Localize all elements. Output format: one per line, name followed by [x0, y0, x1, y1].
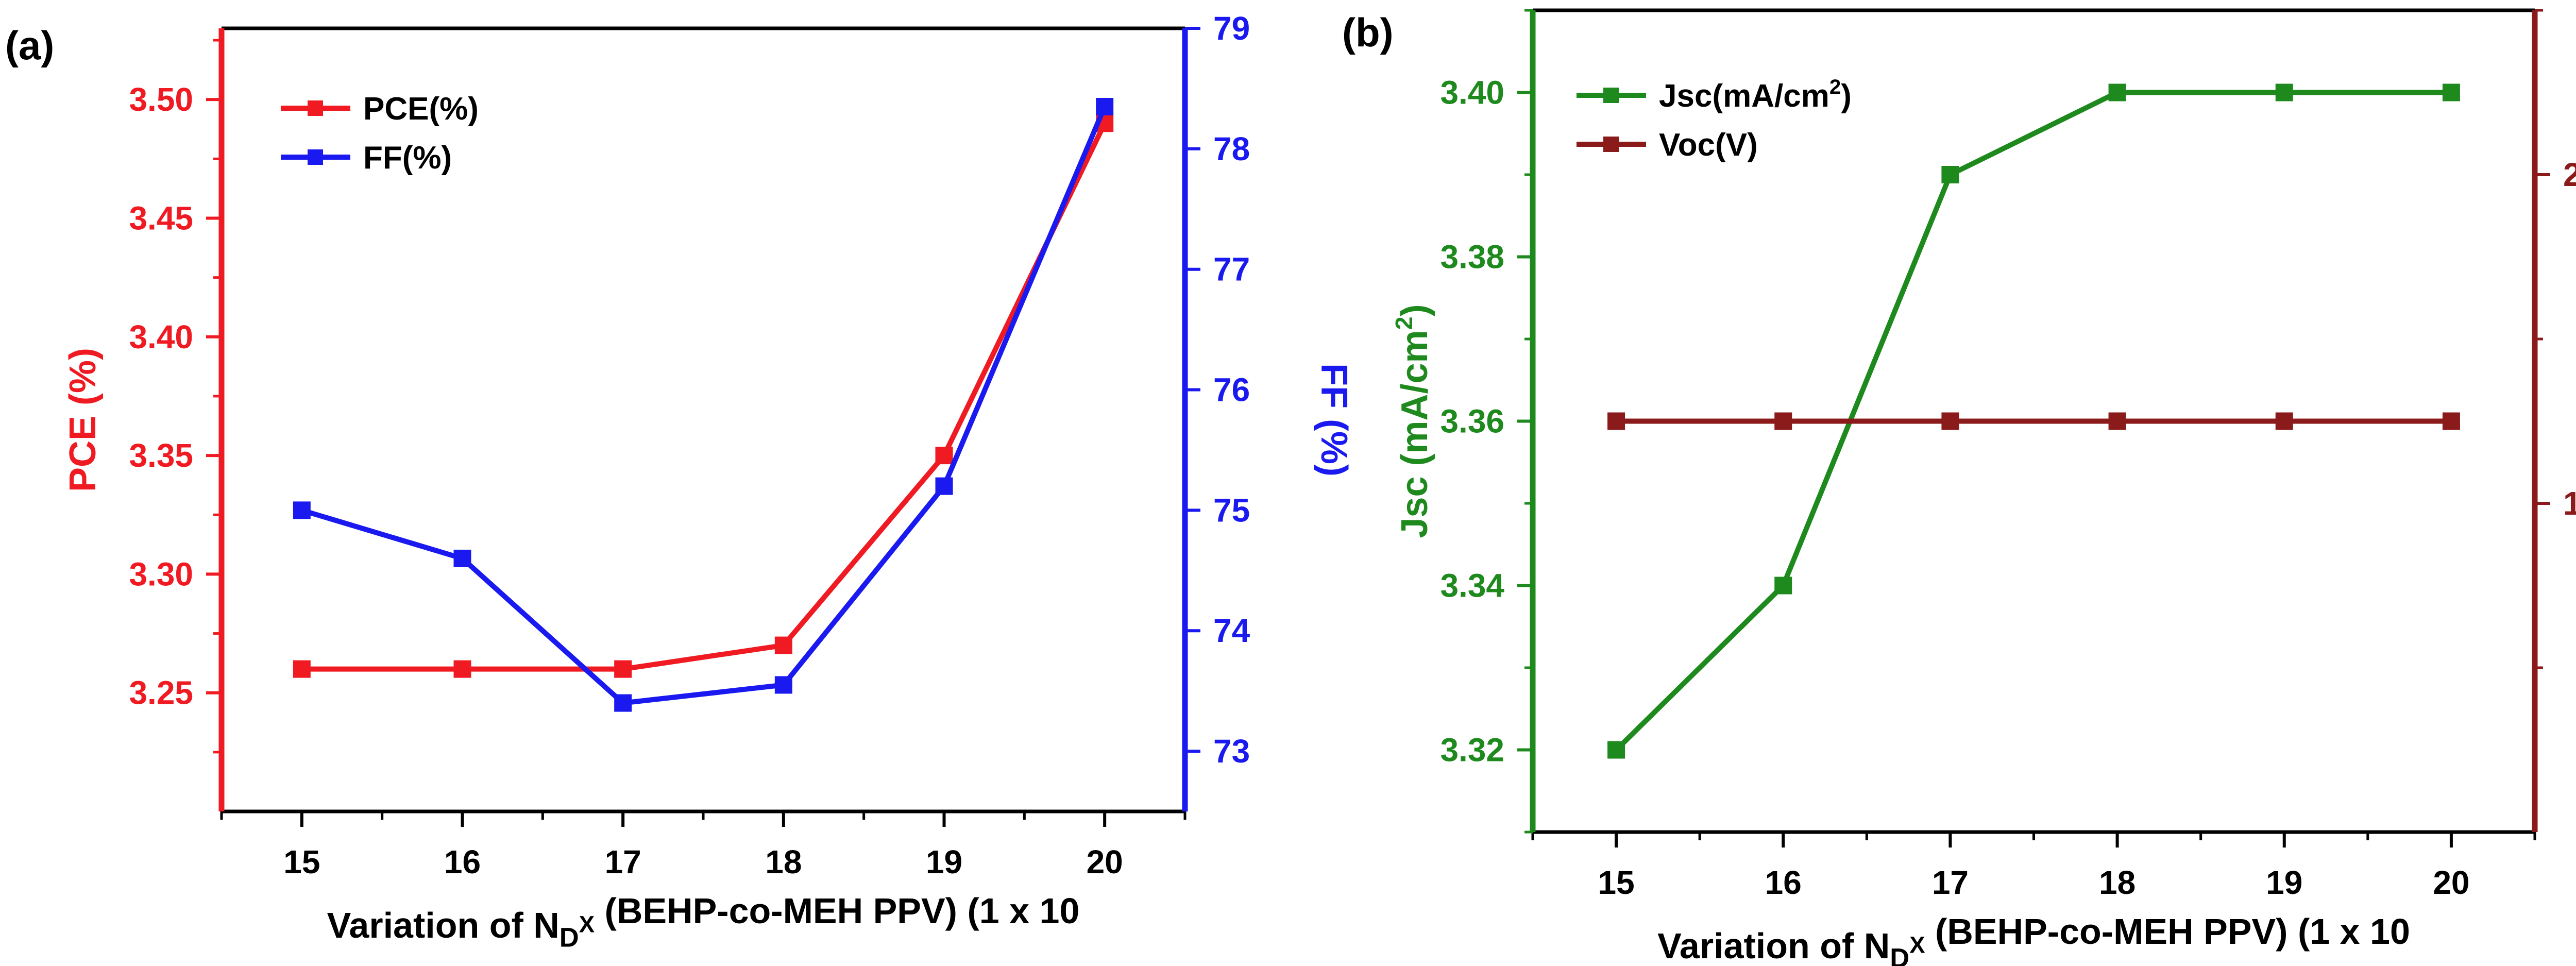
x-tick-label: 20 [2433, 864, 2469, 901]
legend-label: FF(%) [363, 140, 452, 176]
y-left-tick-label: 3.25 [129, 674, 193, 711]
y-right-tick-label: 79 [1213, 10, 1250, 47]
y-right-tick-label: 73 [1213, 733, 1250, 770]
x-tick-label: 16 [444, 843, 481, 880]
data-point [2442, 412, 2460, 430]
data-point [453, 549, 471, 567]
data-point [2108, 412, 2126, 430]
data-point [1607, 412, 1625, 430]
data-point [2442, 83, 2460, 101]
y-right-tick-label: 78 [1213, 130, 1250, 167]
data-point [1774, 412, 1792, 430]
legend-marker [308, 100, 323, 116]
chart-panel-b: (b) 15 16 17 18 19 20 Variation of NDX (BEHP-co… [1342, 8, 2576, 966]
x-tick-label: 17 [1932, 864, 1969, 901]
y-left-tick-label: 3.34 [1440, 567, 1504, 604]
x-tick-label: 16 [1765, 864, 1802, 901]
data-point [935, 447, 953, 465]
x-axis-label: Variation of NDX (BEHP-co-MEH PPV) (1 x … [1657, 911, 2410, 966]
x-tick-label: 19 [2266, 864, 2302, 901]
y-left-tick-label: 3.30 [129, 555, 193, 592]
legend-label: Voc(V) [1659, 127, 1758, 163]
legend-label: PCE(%) [363, 91, 479, 127]
x-tick-label: 15 [1598, 864, 1634, 901]
panel-label: (b) [1342, 10, 1394, 55]
series-line-0 [301, 122, 1107, 672]
data-point [2275, 83, 2293, 101]
x-tick-label: 15 [283, 843, 320, 880]
series-line-1 [301, 106, 1107, 706]
x-axis-label: Variation of NDX (BEHP-co-MEH PPV) (1 x … [327, 891, 1080, 953]
data-point [1774, 577, 1792, 595]
y-right-tick-label: 2 [2563, 156, 2576, 193]
legend-label: Jsc(mA/cm2) [1659, 75, 1852, 114]
y-left-tick-label: 3.45 [129, 199, 193, 236]
data-point [614, 694, 632, 712]
legend-marker [1603, 137, 1619, 152]
series-line-0 [1614, 90, 2451, 752]
data-point [293, 501, 311, 519]
y-right-tick-label: 77 [1213, 251, 1250, 288]
panel-label: (a) [5, 23, 54, 68]
data-point [935, 477, 953, 495]
y-left-tick-label: 3.40 [129, 318, 193, 355]
x-tick-label: 18 [765, 843, 802, 880]
data-point [2275, 412, 2293, 430]
y-right-tick-label: 1 [2563, 485, 2576, 522]
y-left-tick-label: 3.32 [1440, 732, 1504, 769]
x-tick-label: 19 [926, 843, 962, 880]
data-point [774, 636, 792, 654]
data-point [293, 660, 311, 678]
y-left-tick-label: 3.50 [129, 81, 193, 118]
y-left-tick-label: 3.38 [1440, 239, 1504, 276]
data-point [1096, 98, 1114, 115]
data-point [453, 660, 471, 678]
legend-marker [1603, 88, 1619, 103]
data-point [1941, 166, 1959, 183]
y-right-axis-label: FF (%) [1313, 363, 1354, 477]
legend-marker [308, 149, 323, 165]
y-right-tick-label: 76 [1213, 371, 1250, 409]
data-point [1941, 412, 1959, 430]
data-point [774, 676, 792, 694]
data-point [614, 660, 632, 678]
y-left-axis-label: Jsc (mA/cm2) [1391, 304, 1435, 538]
data-point [1607, 741, 1625, 759]
x-tick-label: 18 [2099, 864, 2136, 901]
y-left-tick-label: 3.40 [1440, 74, 1504, 111]
x-tick-label: 20 [1087, 843, 1123, 880]
x-tick-label: 17 [605, 843, 641, 880]
y-left-tick-label: 3.35 [129, 437, 193, 474]
y-right-tick-label: 75 [1213, 492, 1250, 529]
data-point [2108, 83, 2126, 101]
y-left-axis-label: PCE (%) [62, 348, 104, 492]
y-left-tick-label: 3.36 [1440, 403, 1504, 440]
y-right-tick-label: 74 [1213, 612, 1250, 649]
